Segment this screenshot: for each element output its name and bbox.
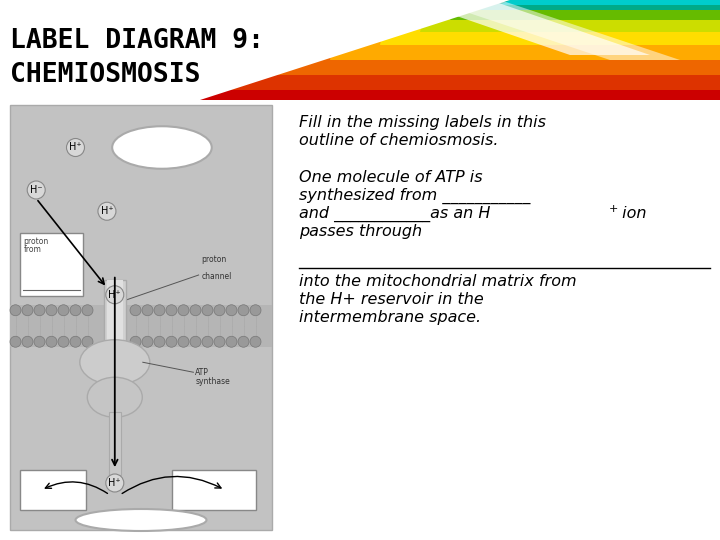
Circle shape (58, 336, 69, 347)
Circle shape (82, 336, 93, 347)
Text: CHEMIOSMOSIS: CHEMIOSMOSIS (10, 62, 200, 88)
Circle shape (142, 305, 153, 316)
Circle shape (58, 305, 69, 316)
Circle shape (98, 202, 116, 220)
Circle shape (226, 305, 237, 316)
Text: ATP: ATP (195, 368, 210, 377)
Circle shape (238, 305, 249, 316)
Text: channel: channel (202, 272, 232, 281)
Circle shape (27, 181, 45, 199)
Text: from: from (24, 246, 41, 254)
Circle shape (178, 336, 189, 347)
Polygon shape (380, 0, 720, 45)
Text: proton: proton (202, 255, 227, 264)
Text: the H+ reservoir in the: the H+ reservoir in the (299, 292, 484, 307)
Text: synthesized from ___________: synthesized from ___________ (299, 188, 530, 204)
Circle shape (70, 305, 81, 316)
Text: H⁺: H⁺ (101, 206, 113, 216)
Text: and ____________as an H: and ____________as an H (299, 206, 490, 222)
Ellipse shape (87, 377, 143, 417)
Circle shape (66, 138, 84, 157)
Circle shape (214, 305, 225, 316)
Circle shape (106, 474, 124, 492)
Polygon shape (500, 0, 720, 5)
Text: passes through: passes through (299, 224, 422, 239)
Circle shape (154, 336, 165, 347)
Circle shape (34, 336, 45, 347)
Circle shape (10, 336, 21, 347)
Circle shape (214, 336, 225, 347)
Ellipse shape (80, 340, 150, 384)
Circle shape (142, 336, 153, 347)
FancyBboxPatch shape (20, 233, 84, 296)
Circle shape (190, 336, 201, 347)
Polygon shape (410, 0, 650, 55)
Circle shape (202, 305, 213, 316)
Circle shape (250, 336, 261, 347)
Text: LABEL DIAGRAM 9:: LABEL DIAGRAM 9: (10, 28, 264, 54)
Circle shape (22, 336, 33, 347)
Circle shape (190, 305, 201, 316)
Circle shape (130, 336, 141, 347)
Polygon shape (270, 0, 720, 75)
Polygon shape (190, 0, 720, 90)
Circle shape (178, 305, 189, 316)
Circle shape (70, 336, 81, 347)
Circle shape (238, 336, 249, 347)
Polygon shape (450, 0, 720, 20)
Text: into the mitochondrial matrix from: into the mitochondrial matrix from (299, 274, 577, 289)
Polygon shape (480, 0, 720, 10)
Text: proton: proton (24, 237, 49, 246)
Text: H⁺: H⁺ (109, 290, 121, 300)
Text: H⁺: H⁺ (69, 143, 82, 152)
FancyBboxPatch shape (104, 280, 126, 357)
Text: intermembrane space.: intermembrane space. (299, 310, 481, 325)
Circle shape (106, 286, 124, 303)
FancyBboxPatch shape (107, 280, 123, 357)
Polygon shape (0, 0, 510, 100)
FancyBboxPatch shape (10, 105, 272, 530)
Circle shape (166, 336, 177, 347)
Circle shape (34, 305, 45, 316)
Text: outline of chemiosmosis.: outline of chemiosmosis. (299, 133, 498, 148)
Text: H⁺: H⁺ (109, 478, 121, 488)
Text: Fill in the missing labels in this: Fill in the missing labels in this (299, 115, 546, 130)
Polygon shape (430, 0, 680, 60)
Circle shape (154, 305, 165, 316)
Circle shape (46, 305, 57, 316)
Ellipse shape (112, 126, 212, 168)
Circle shape (82, 305, 93, 316)
FancyBboxPatch shape (109, 412, 121, 475)
Text: synthase: synthase (195, 377, 230, 386)
Circle shape (46, 336, 57, 347)
Circle shape (10, 305, 21, 316)
Polygon shape (90, 0, 720, 100)
Polygon shape (420, 0, 720, 32)
FancyBboxPatch shape (20, 470, 86, 510)
Ellipse shape (76, 509, 207, 531)
Circle shape (22, 305, 33, 316)
Text: H⁻: H⁻ (30, 185, 42, 195)
Polygon shape (330, 0, 720, 60)
Circle shape (202, 336, 213, 347)
Text: ion: ion (617, 206, 647, 221)
FancyBboxPatch shape (173, 470, 256, 510)
Text: One molecule of ATP is: One molecule of ATP is (299, 170, 482, 185)
Circle shape (226, 336, 237, 347)
Circle shape (130, 305, 141, 316)
Circle shape (166, 305, 177, 316)
Text: +: + (609, 204, 618, 214)
Circle shape (250, 305, 261, 316)
FancyBboxPatch shape (10, 305, 272, 347)
